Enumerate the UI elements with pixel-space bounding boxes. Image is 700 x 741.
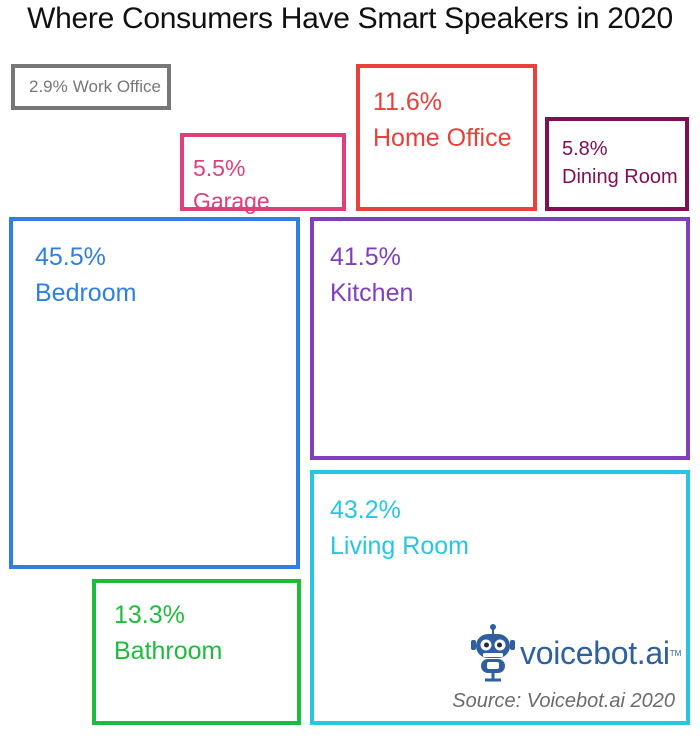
room-box-work-office: 2.9% Work Office [11,64,171,110]
room-name-label: Bathroom [114,637,223,665]
room-percent-label: 11.6% [373,88,443,116]
room-percent-label: 43.2% [330,496,401,524]
room-name-label: Bedroom [35,279,137,307]
room-percent-label: 5.5% [193,155,246,181]
room-box-dining-room: 5.8% Dining Room [545,117,689,211]
source-note: Source: Voicebot.ai 2020 [452,690,675,712]
chart-title: Where Consumers Have Smart Speakers in 2… [27,2,673,35]
room-percent-label: 41.5% [330,243,401,271]
robot-mascot-icon [471,624,515,682]
room-percent-label: 13.3% [114,601,185,629]
room-percent-label: 5.8% [562,138,608,160]
room-box-home-office: 11.6% Home Office [356,64,537,211]
room-name-label: Kitchen [330,279,414,307]
room-name-label: Dining Room [562,166,678,188]
room-name-label: Living Room [330,532,469,560]
room-name-label: Home Office [373,124,512,152]
room-box-bathroom: 13.3% Bathroom [92,579,301,725]
brand-wordmark: voicebot.ai [520,634,670,671]
brand-trademark: TM [669,648,682,658]
room-box-bedroom: 45.5% Bedroom [9,217,300,569]
room-percent-label: 45.5% [35,243,106,271]
voicebot-logo: voicebot.ai TM [470,624,681,682]
room-box-living-room: 43.2% Living Room [310,470,690,725]
room-box-garage: 5.5% Garage [180,133,346,214]
room-name-label: Work Office [72,77,161,96]
room-percent-label: 2.9% [29,77,68,96]
room-box-kitchen: 41.5% Kitchen [310,217,690,460]
room-name-label: Garage [193,188,270,214]
